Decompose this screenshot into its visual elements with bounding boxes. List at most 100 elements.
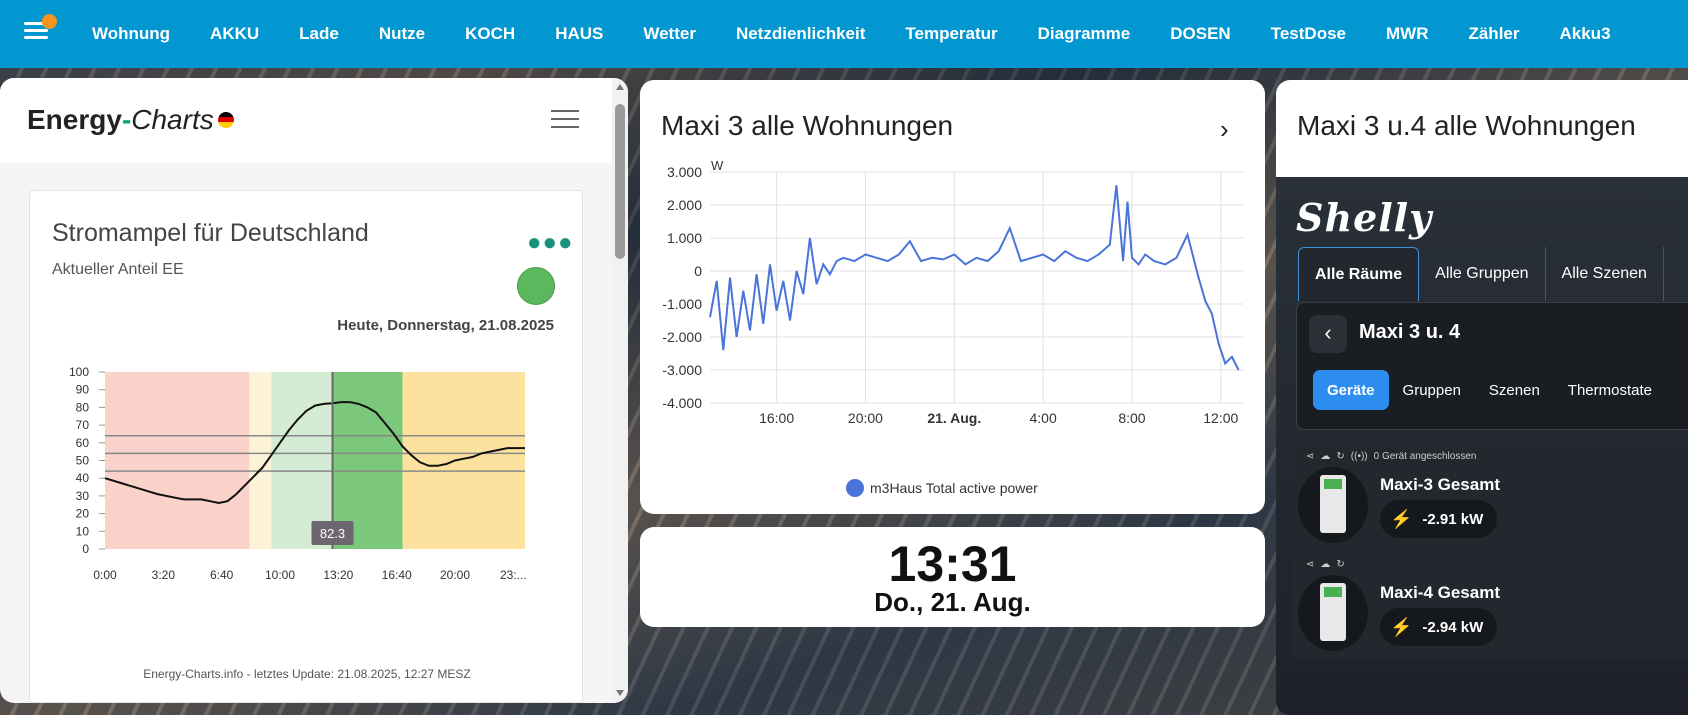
device-power-value: -2.94 kW [1422,618,1484,636]
nav-tabs: Wohnung AKKU Lade Nutze KOCH HAUS Wetter Netzdi… [72,0,1631,68]
nav-tab-diagramme[interactable]: Diagramme [1037,24,1131,43]
device-power: ⚡ -2.94 kW [1380,608,1498,646]
scroll-up-icon[interactable] [616,84,624,90]
shelly-tab[interactable]: Alle Szenen [1546,247,1664,301]
y-tick-label: 60 [76,436,90,450]
y-tick-label: 20 [76,507,90,521]
nav-tab-netzdienlichkeit[interactable]: Netzdienlichkeit [735,24,866,43]
shelly-widget: Maxi 3 u.4 alle Wohnungen Shelly Alle Rä… [1276,80,1688,715]
room-subtab[interactable]: Geräte [1313,370,1389,410]
stromampel-chart[interactable]: 0 10 20 30 40 50 60 70 80 90 100 0:00 3:20 6:40 10:00 1… [50,366,570,606]
menu-icon[interactable] [24,14,57,42]
y-tick-label: 10 [76,524,90,538]
cloud-icon: ☁ [1320,559,1331,570]
x-tick-label: 20:00 [440,568,470,582]
y-tick-label: 0 [82,542,89,556]
x-tick-label: 16:00 [759,410,794,426]
y-tick-label: 40 [76,471,90,485]
nav-tab-akku3[interactable]: Akku3 [1559,24,1611,43]
device-status: ⋖ ☁ ↻ ((•)) 0 Gerät angeschlossen [1306,451,1476,462]
x-tick-label: 16:40 [382,568,412,582]
cloud-icon: ☁ [1320,451,1331,462]
nav-tab-koch[interactable]: KOCH [465,24,516,43]
energy-charts-header: Energy-Charts [0,78,612,163]
stromampel-date: Heute, Donnerstag, 21.08.2025 [337,317,554,334]
y-tick-label: 0 [694,263,702,279]
y-tick-label: 80 [76,400,90,414]
nav-tab-temperatur[interactable]: Temperatur [905,24,998,43]
meter-device-icon [1320,583,1346,641]
hamburger-menu-icon[interactable] [551,108,579,130]
ampel-band [105,372,250,549]
x-tick-label: 23:... [500,568,527,582]
y-tick-label: 90 [76,383,90,397]
clock-date: Do., 21. Aug. [874,587,1031,617]
room-panel: ‹ Maxi 3 u. 4 Geräte Gruppen Szenen Thermos… [1296,302,1688,430]
german-flag-icon [217,111,234,128]
cursor-label-box [311,521,354,545]
nav-tab-wohnung[interactable]: Wohnung [92,24,171,43]
scrollbar[interactable] [612,78,628,703]
nav-tab-zähler[interactable]: Zähler [1468,24,1520,43]
power-chart-title: Maxi 3 alle Wohnungen [661,110,954,141]
room-name: Maxi 3 u. 4 [1359,321,1461,343]
shelly-tabs: Alle Räume Alle Gruppen Alle Szenen [1298,247,1664,301]
nav-tab-dosen[interactable]: DOSEN [1170,24,1231,43]
room-subtab[interactable]: Thermostate [1567,381,1652,399]
nav-tab-haus[interactable]: HAUS [555,24,604,43]
traffic-light-indicator [517,267,555,305]
power-series-line [709,185,1240,371]
nav-tab-testdose[interactable]: TestDose [1270,24,1346,43]
stromampel-title: Stromampel für Deutschland [52,219,369,247]
device-card[interactable]: ⋖ ☁ ↻ Maxi-4 Gesamt ⚡ -2.94 kW [1292,555,1688,659]
nav-tab-akku[interactable]: AKKU [210,24,260,43]
device-image [1298,467,1368,543]
scroll-down-icon[interactable] [616,690,624,696]
room-subtab[interactable]: Szenen [1488,381,1540,399]
y-tick-label: 50 [76,454,90,468]
x-tick-label: 4:00 [1030,410,1057,426]
clock-card: 13:31 Do., 21. Aug. [640,527,1265,627]
ampel-band [249,372,272,549]
x-tick-label: 20:00 [848,410,883,426]
power-chart-legend[interactable]: m3Haus Total active power [846,479,1038,497]
notification-badge [42,14,57,29]
scroll-thumb[interactable] [615,104,625,259]
x-tick-label: 21. Aug. [927,410,981,426]
legend-dot-icon [846,479,864,497]
x-tick-label: 10:00 [265,568,295,582]
nav-tab-mwr[interactable]: MWR [1385,24,1429,43]
power-chart[interactable]: W 3.000 2.000 1.000 0 -1.000 -2.000 -3.000 -4.00… [640,160,1265,480]
lightning-icon: ⚡ [1390,616,1413,637]
wifi-icon: ((•)) [1350,451,1368,462]
shelly-logo: Shelly [1296,195,1433,240]
device-image [1298,575,1368,651]
y-tick-label: 1.000 [667,230,702,246]
top-navigation-bar: Wohnung AKKU Lade Nutze KOCH HAUS Wetter Netzdi… [0,0,1688,68]
ampel-band [271,372,333,549]
shelly-tab[interactable]: Alle Gruppen [1419,247,1546,301]
nav-tab-nutze[interactable]: Nutze [378,24,426,43]
x-tick-label: 13:20 [323,568,353,582]
nav-tab-lade[interactable]: Lade [299,24,339,43]
shelly-tab[interactable]: Alle Räume [1298,247,1420,301]
chevron-right-icon[interactable]: › [1220,114,1229,144]
stromampel-subtitle: Aktueller Anteil EE [52,261,184,278]
y-tick-label: -2.000 [662,329,702,345]
device-card[interactable]: ⋖ ☁ ↻ ((•)) 0 Gerät angeschlossen Maxi-3 Gesa… [1292,447,1688,551]
share-icon: ⋖ [1306,451,1315,462]
device-status: ⋖ ☁ ↻ [1306,559,1345,570]
nav-tab-wetter[interactable]: Wetter [643,24,696,43]
sync-icon: ↻ [1336,559,1345,570]
ampel-band [402,372,525,549]
room-subtab[interactable]: Gruppen [1402,381,1461,399]
more-options-icon[interactable]: ●●● [527,229,574,256]
back-icon[interactable]: ‹ [1309,315,1347,353]
x-tick-label: 0:00 [93,568,117,582]
meter-device-icon [1320,475,1346,533]
y-tick-label: 2.000 [667,197,702,213]
energy-charts-logo[interactable]: Energy-Charts [27,104,234,136]
y-tick-label: 30 [76,489,90,503]
cursor-label: 82.3 [320,526,345,541]
y-tick-label: 70 [76,418,90,432]
